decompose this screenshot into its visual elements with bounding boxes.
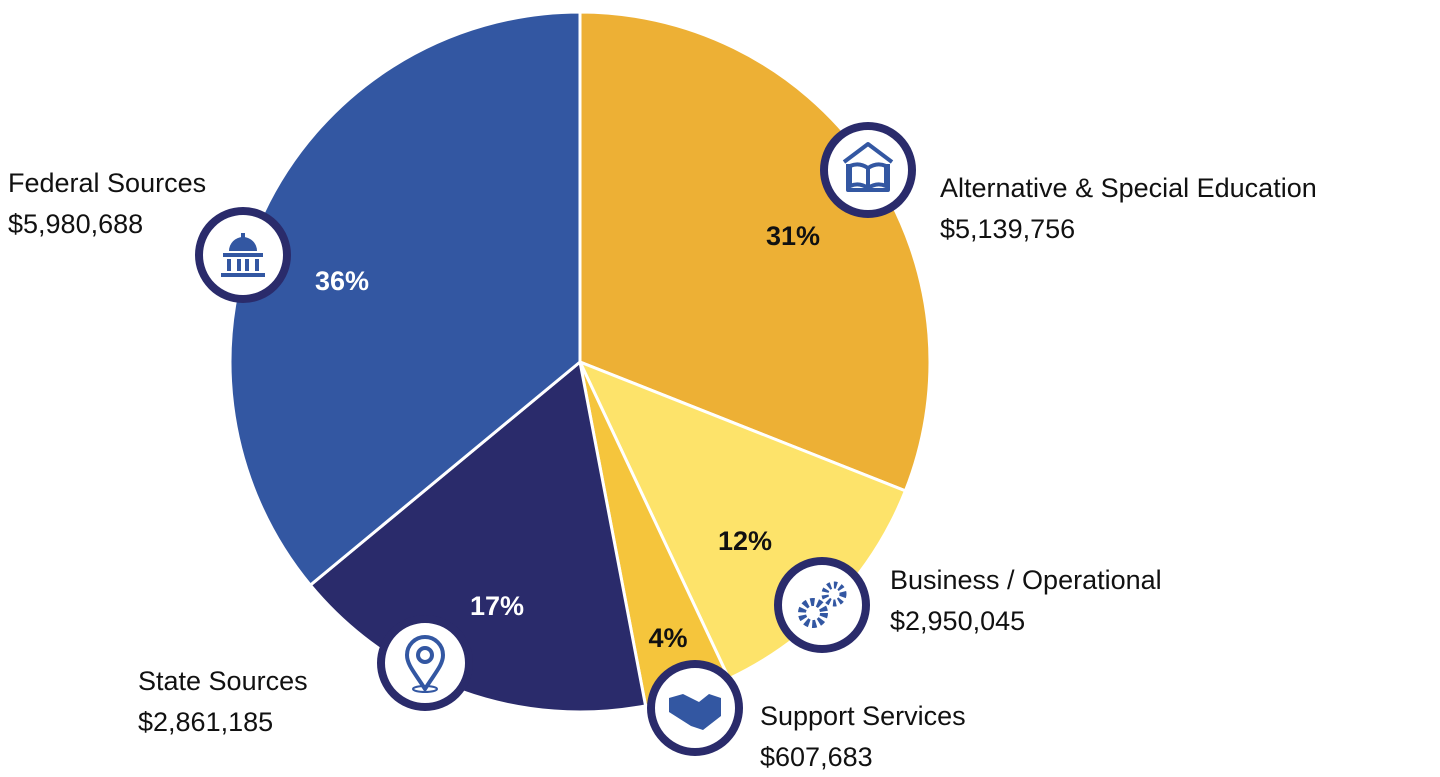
- pin-base: [412, 685, 438, 693]
- pin-icon: [404, 635, 446, 693]
- amount-label: $5,980,688: [8, 209, 143, 239]
- category-label: Alternative & Special Education: [940, 173, 1317, 203]
- icon: [195, 207, 291, 303]
- amount-label: $2,950,045: [890, 606, 1025, 636]
- amount-label: $2,861,185: [138, 707, 273, 737]
- icon: [377, 615, 473, 711]
- pin-dot: [416, 646, 434, 664]
- category-label: Support Services: [760, 701, 966, 731]
- percent-label: 4%: [648, 623, 687, 653]
- icon-ring: [774, 557, 870, 653]
- percent-label: 12%: [718, 526, 772, 556]
- icon: [774, 557, 870, 653]
- book-icon: [842, 142, 894, 192]
- capitol-icon: [221, 233, 265, 277]
- category-label: Business / Operational: [890, 565, 1162, 595]
- amount-label: $607,683: [760, 742, 873, 772]
- percent-label: 17%: [470, 591, 524, 621]
- icon: [647, 660, 743, 756]
- category-label: Federal Sources: [8, 168, 206, 198]
- gear-icon: [821, 581, 847, 607]
- percent-label: 36%: [315, 266, 369, 296]
- amount-label: $5,139,756: [940, 214, 1075, 244]
- gear-icon: [798, 598, 828, 628]
- icon: [820, 122, 916, 218]
- percent-label: 31%: [766, 221, 820, 251]
- handshake-icon: [669, 694, 721, 730]
- category-label: State Sources: [138, 666, 308, 696]
